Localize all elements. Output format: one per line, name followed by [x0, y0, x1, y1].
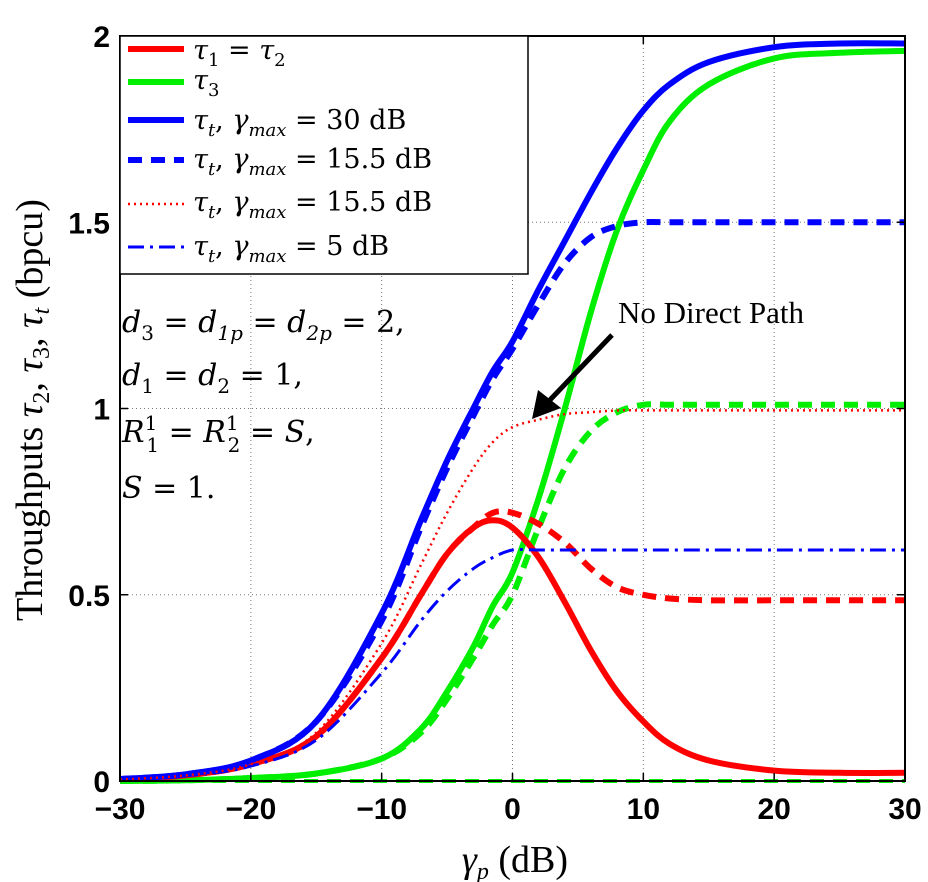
- y-tick-label: 1: [93, 394, 110, 427]
- x-tick-label: 20: [757, 793, 790, 826]
- arrow-label: No Direct Path: [618, 295, 804, 330]
- legend-entry-taut-30: τt, γmax = 30 dB: [193, 105, 406, 141]
- tick-labels: −30 −20 −10 0 10 20 30 0 0.5 1 1.5 2: [68, 21, 921, 826]
- series-line: [119, 517, 906, 783]
- y-tick-label: 0.5: [68, 580, 110, 613]
- series-line: [119, 547, 905, 781]
- parameter-annotation: d3 = d1p = d2p = 2, d1 = d2 = 1, R1 1 = R…: [121, 305, 405, 506]
- x-tick-label: −10: [356, 793, 407, 826]
- legend-box: [119, 35, 529, 275]
- arrow-shaft: [546, 333, 614, 404]
- series-line: [119, 47, 906, 784]
- series-line: [119, 40, 906, 783]
- series-line: [119, 409, 905, 781]
- y-axis-label: Throughputs τ2, τ3, τt (bpcu): [9, 199, 55, 621]
- param-line-1: d3 = d1p = d2p = 2,: [122, 305, 405, 345]
- legend-entry-taut-15-dotted: τt, γmax = 15.5 dB: [193, 187, 432, 223]
- legend-entry-taut-5: τt, γmax = 5 dB: [193, 231, 389, 267]
- legend: τ1 = τ2 τ3 τt, γmax = 30 dB τt, γmax = 1…: [119, 35, 529, 275]
- arrow-head: [532, 390, 561, 419]
- x-tick-label: −20: [225, 793, 276, 826]
- param-line-3: R1 1 = R1 2 = S,: [121, 411, 315, 457]
- series-line: [119, 508, 905, 783]
- x-tick-label: 0: [504, 793, 521, 826]
- x-tick-label: 10: [627, 793, 660, 826]
- data-curves: [119, 40, 906, 784]
- param-line-2: d1 = d2 = 1,: [122, 358, 303, 398]
- no-direct-path-annotation: No Direct Path: [532, 295, 804, 419]
- y-tick-label: 1.5: [68, 207, 110, 240]
- y-tick-label: 2: [93, 21, 110, 54]
- param-line-4: S = 1.: [122, 471, 215, 506]
- legend-entry-taut-15-dashed: τt, γmax = 15.5 dB: [193, 144, 432, 180]
- x-tick-label: 30: [888, 793, 921, 826]
- x-axis-label: γp (dB): [462, 839, 568, 882]
- y-tick-label: 0: [93, 766, 110, 799]
- x-tick-label: −30: [95, 793, 146, 826]
